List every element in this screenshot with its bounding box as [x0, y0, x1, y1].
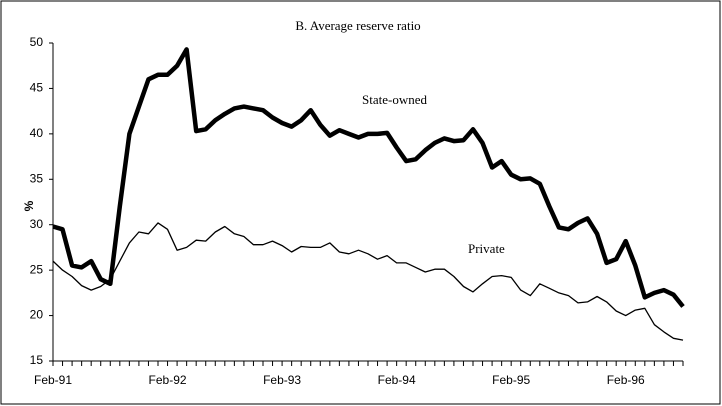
- y-tick-label: 45: [30, 81, 44, 95]
- y-tick-label: 35: [30, 171, 44, 185]
- y-tick-label: 50: [30, 35, 44, 49]
- series-line: [52, 47, 685, 308]
- x-tick-label: Feb-93: [263, 373, 301, 387]
- y-tick-label: 15: [30, 353, 44, 367]
- x-tick-label: Feb-91: [34, 373, 72, 387]
- x-tick-label: Feb-92: [149, 373, 187, 387]
- y-axis-label: %: [22, 200, 36, 211]
- y-tick-label: 30: [30, 217, 44, 231]
- x-tick-label: Feb-95: [492, 373, 530, 387]
- series-label: State-owned: [362, 92, 427, 107]
- series-label: Private: [468, 241, 505, 256]
- y-tick-label: 40: [30, 126, 44, 140]
- x-tick-label: Feb-96: [607, 373, 645, 387]
- chart-title: B. Average reserve ratio: [295, 18, 420, 33]
- y-tick-label: 25: [30, 262, 44, 276]
- x-tick-label: Feb-94: [378, 373, 416, 387]
- y-tick-label: 20: [30, 308, 44, 322]
- series-line: [52, 222, 684, 341]
